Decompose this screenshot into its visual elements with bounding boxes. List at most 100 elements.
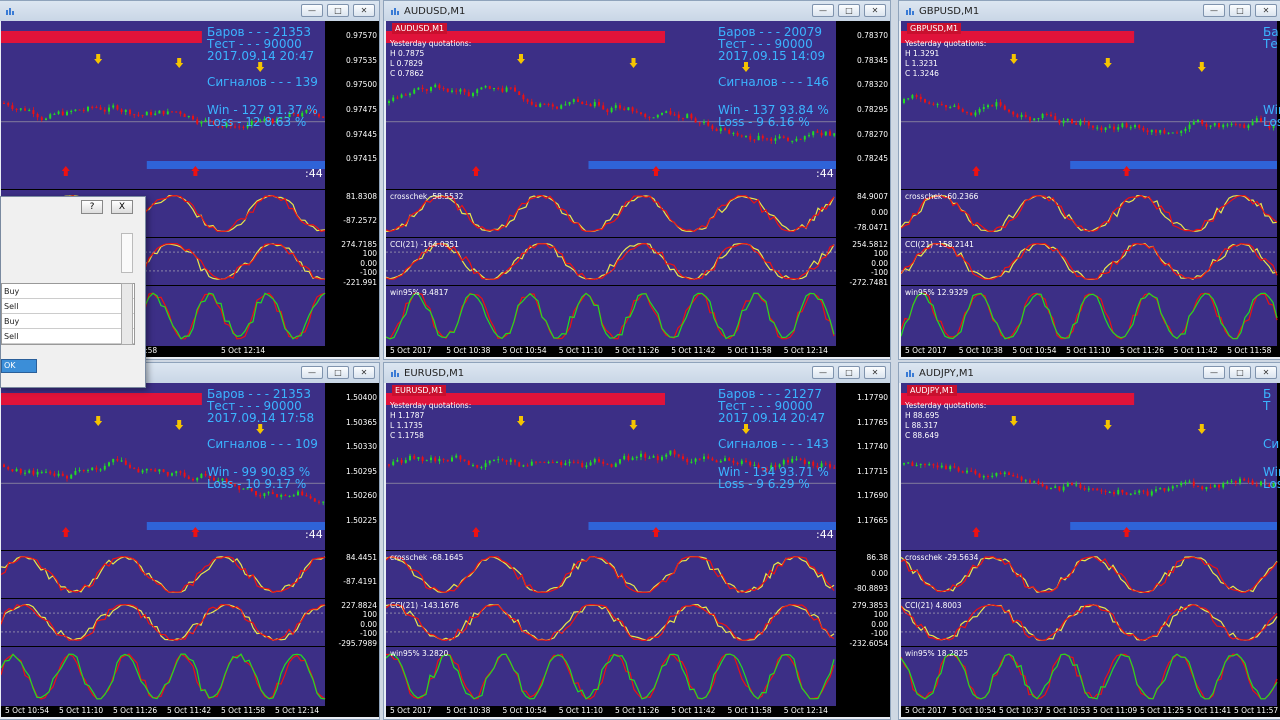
candle <box>1255 484 1258 486</box>
candle <box>652 456 655 458</box>
window-titlebar[interactable]: GBPUSD,M1 — □ ✕ <box>899 1 1280 21</box>
candle <box>1205 124 1208 127</box>
ok-button[interactable]: OK <box>1 359 37 373</box>
minimize-button[interactable]: — <box>812 4 834 17</box>
help-button[interactable]: ? <box>81 200 103 214</box>
chart-window-2[interactable]: AUDUSD,M1 — □ ✕ AUDUSD,M1 Yesterday quotatio… <box>383 0 891 360</box>
indicator-line <box>386 292 835 340</box>
price-chart[interactable]: Баров - - - 21353 Тест - - - 90000 2017.09… <box>1 383 379 717</box>
maximize-button[interactable]: □ <box>327 4 349 17</box>
sell-arrow-icon <box>175 420 184 430</box>
candle <box>246 125 249 128</box>
price-chart[interactable]: AUDJPY,M1 Yesterday quotations: H 88.695 L … <box>901 383 1280 717</box>
minimize-button[interactable]: — <box>301 4 323 17</box>
chart-window-6[interactable]: AUDJPY,M1 — □ ✕ AUDJPY,M1 Yesterday quotatio… <box>898 362 1280 720</box>
time-axis-label: 5 Oct 11:10 <box>558 706 603 715</box>
time-axis-label: 5 Oct 11:58 <box>1227 346 1272 355</box>
time-axis-label: 5 Oct 12:14 <box>783 346 828 355</box>
close-button[interactable]: ✕ <box>1255 366 1277 379</box>
candle <box>1260 481 1262 486</box>
indicator-panel <box>386 238 836 285</box>
minimize-button[interactable]: — <box>301 366 323 379</box>
window-titlebar[interactable]: AUDUSD,M1 — □ ✕ <box>384 1 890 21</box>
candle <box>175 111 178 113</box>
close-button[interactable]: ✕ <box>353 4 375 17</box>
candle <box>682 456 684 460</box>
list-item[interactable]: Buy <box>2 314 134 329</box>
candle <box>150 468 152 470</box>
candle <box>1255 118 1258 122</box>
candle <box>593 102 596 107</box>
candle <box>501 459 504 461</box>
candle <box>309 110 312 112</box>
price-chart[interactable]: AUDUSD,M1 Yesterday quotations: H 0.7875 L … <box>386 21 890 357</box>
candle <box>267 492 270 494</box>
stat-signals: Сигналов - - - 146 <box>718 75 829 89</box>
minimize-button[interactable]: — <box>812 366 834 379</box>
indicator-line <box>901 292 1278 340</box>
candle <box>162 469 165 472</box>
time-axis-label: 5 Oct 11:58 <box>221 706 266 715</box>
sell-arrow-icon <box>1103 420 1112 430</box>
candle <box>313 110 316 115</box>
maximize-button[interactable]: □ <box>1229 4 1251 17</box>
yesterday-quote: H 1.3291 <box>905 49 940 58</box>
candle <box>1083 120 1086 122</box>
chart-icon <box>905 368 915 378</box>
list-item[interactable]: Sell <box>2 329 134 344</box>
chart-window-5[interactable]: EURUSD,M1 — □ ✕ EURUSD,M1 Yesterday quotatio… <box>383 362 891 720</box>
maximize-button[interactable]: □ <box>327 366 349 379</box>
candle <box>200 121 203 124</box>
close-button[interactable]: ✕ <box>353 366 375 379</box>
window-titlebar[interactable]: EURUSD,M1 — □ ✕ <box>384 363 890 383</box>
candle <box>434 84 437 87</box>
candle <box>619 459 621 464</box>
candle <box>1087 121 1090 126</box>
list-scrollbar[interactable] <box>121 283 133 345</box>
price-chart[interactable]: EURUSD,M1 Yesterday quotations: H 1.1787 L … <box>386 383 890 717</box>
chart-window-4[interactable]: — □ ✕ Баров - - - 21353 Тест - - - 90000 2017… <box>0 362 380 720</box>
candle <box>322 116 325 118</box>
candle <box>808 135 810 137</box>
indicator-panel <box>386 190 836 237</box>
candle <box>78 109 81 111</box>
signal-list[interactable]: Buy Sell Buy Sell <box>1 283 135 345</box>
stat-signals: Сигналов - - - 139 <box>207 75 318 89</box>
candle <box>940 465 943 468</box>
window-titlebar[interactable]: AUDJPY,M1 — □ ✕ <box>899 363 1280 383</box>
list-item[interactable]: Sell <box>2 299 134 314</box>
minimize-button[interactable]: — <box>1203 366 1225 379</box>
close-button[interactable]: ✕ <box>1255 4 1277 17</box>
time-axis-label: 5 Oct 10:38 <box>446 346 491 355</box>
maximize-button[interactable]: □ <box>1229 366 1251 379</box>
candle <box>987 476 989 478</box>
maximize-button[interactable]: □ <box>838 4 860 17</box>
candle <box>3 464 5 468</box>
time-axis-label: 5 Oct 10:37 <box>999 706 1044 715</box>
minimize-button[interactable]: — <box>1203 4 1225 17</box>
indicator-line <box>1 556 326 594</box>
candle <box>694 458 697 462</box>
candle <box>1230 123 1233 125</box>
list-item[interactable]: Buy <box>2 284 134 299</box>
close-button[interactable]: X <box>111 200 133 214</box>
close-button[interactable]: ✕ <box>864 366 886 379</box>
candle <box>1163 130 1166 134</box>
support-zone <box>588 161 836 169</box>
candle <box>196 119 199 124</box>
window-titlebar[interactable]: — □ ✕ <box>0 1 379 21</box>
bar-timer: :44 <box>816 167 834 180</box>
maximize-button[interactable]: □ <box>838 366 860 379</box>
candle <box>1213 123 1216 126</box>
dialog-scrollbar[interactable] <box>121 233 133 273</box>
candle <box>1087 488 1090 490</box>
candle <box>1188 481 1191 483</box>
close-button[interactable]: ✕ <box>864 4 886 17</box>
chart-window-3[interactable]: GBPUSD,M1 — □ ✕ GBPUSD,M1 Yesterday quotatio… <box>898 0 1280 360</box>
price-chart[interactable]: GBPUSD,M1 Yesterday quotations: H 1.3291 L … <box>901 21 1280 357</box>
stat-signals: Сигналов - - - 109 <box>207 437 318 451</box>
candle <box>928 464 931 466</box>
indicator-line <box>901 556 1278 594</box>
buy-arrow-icon <box>61 166 70 176</box>
yesterday-quote: Yesterday quotations: <box>905 401 987 410</box>
